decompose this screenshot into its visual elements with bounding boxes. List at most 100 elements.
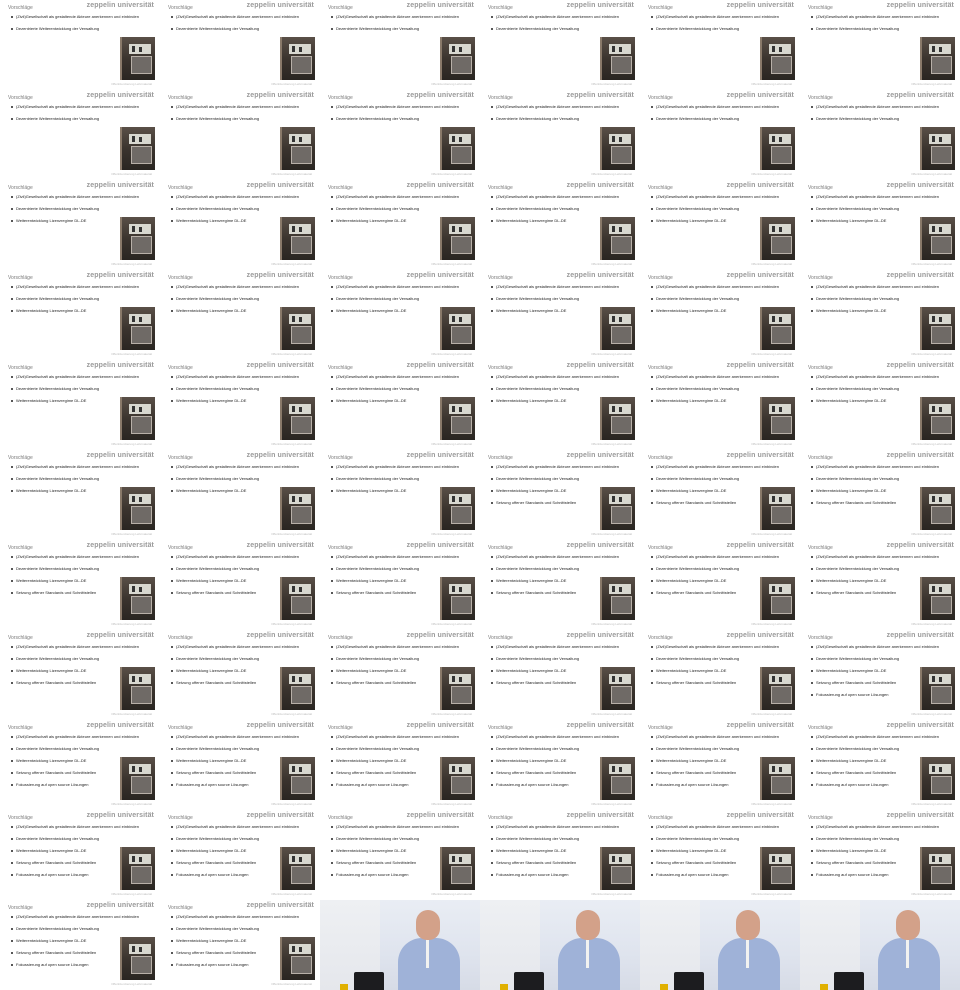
bullet-item: Weiterentwicklung Lizenzregime DL-DE [168, 308, 308, 313]
bullet-item: Dezentrierte Weiterentwicklung der Verwa… [168, 926, 308, 931]
bullet-list: (Zivil)Gesellschaft als gestaltende Akte… [168, 284, 308, 320]
slide-title: Vorschläge [488, 5, 513, 11]
slide-photo [920, 667, 955, 710]
bullet-item: Weiterentwicklung Lizenzregime DL-DE [488, 218, 628, 223]
bullet-item: Weiterentwicklung Lizenzregime DL-DE [648, 848, 788, 853]
bullet-item: Weiterentwicklung Lizenzregime DL-DE [8, 488, 148, 493]
slide-frame: Vorschläge zeppelin universität (Zivil)Ges… [800, 720, 960, 810]
slide-title: Vorschläge [488, 185, 513, 191]
bullet-list: (Zivil)Gesellschaft als gestaltende Akte… [8, 734, 148, 794]
bullet-item: (Zivil)Gesellschaft als gestaltende Akte… [168, 14, 308, 19]
photo-logo-detail [289, 44, 311, 54]
laptop [514, 972, 544, 990]
slide-frame: Vorschläge zeppelin universität (Zivil)Ges… [480, 810, 640, 900]
bullet-item: Dezentrierte Weiterentwicklung der Verwa… [328, 206, 468, 211]
slide-title: Vorschläge [8, 365, 33, 371]
slide-frame: Vorschläge zeppelin universität (Zivil)Ges… [640, 540, 800, 630]
bullet-item: Weiterentwicklung Lizenzregime DL-DE [8, 758, 148, 763]
photo-sign-detail [291, 506, 312, 524]
university-logo: zeppelin universität [246, 722, 314, 729]
university-logo: zeppelin universität [886, 2, 954, 9]
slide-frame: Vorschläge zeppelin universität (Zivil)Ges… [0, 720, 160, 810]
slide-title: Vorschläge [168, 545, 193, 551]
bullet-item: Weiterentwicklung Lizenzregime DL-DE [648, 398, 788, 403]
photo-sign-detail [131, 506, 152, 524]
slide-frame: Vorschläge zeppelin universität (Zivil)Ges… [320, 270, 480, 360]
slide-title: Vorschläge [328, 545, 353, 551]
slide-footer: Offenlizenzierung Lehrmaterial [431, 82, 472, 86]
slide-frame: Vorschläge zeppelin universität (Zivil)Ges… [640, 630, 800, 720]
photo-logo-detail [449, 494, 471, 504]
photo-sign-detail [131, 416, 152, 434]
bullet-list: (Zivil)Gesellschaft als gestaltende Akte… [8, 824, 148, 884]
bullet-item: Weiterentwicklung Lizenzregime DL-DE [168, 938, 308, 943]
bullet-item: (Zivil)Gesellschaft als gestaltende Akte… [8, 554, 148, 559]
university-logo: zeppelin universität [246, 812, 314, 819]
slide-frame: Vorschläge zeppelin universität (Zivil)Ges… [800, 270, 960, 360]
video-frame [480, 900, 640, 990]
photo-sign-detail [451, 596, 472, 614]
photo-logo-detail [609, 494, 631, 504]
slide-title: Vorschläge [8, 95, 33, 101]
bullet-list: (Zivil)Gesellschaft als gestaltende Akte… [808, 734, 948, 794]
photo-logo-detail [929, 404, 951, 414]
university-logo: zeppelin universität [886, 92, 954, 99]
photo-sign-detail [771, 326, 792, 344]
university-logo: zeppelin universität [246, 452, 314, 459]
slide-title: Vorschläge [648, 545, 673, 551]
slide-title: Vorschläge [168, 365, 193, 371]
bullet-item: Dezentrierte Weiterentwicklung der Verwa… [168, 296, 308, 301]
bullet-item: Fokussierung auf open source Lösungen [808, 782, 948, 787]
bullet-list: (Zivil)Gesellschaft als gestaltende Akte… [168, 464, 308, 500]
photo-logo-detail [449, 224, 471, 234]
slide-frame: Vorschläge zeppelin universität (Zivil)Ges… [0, 630, 160, 720]
bullet-item: (Zivil)Gesellschaft als gestaltende Akte… [488, 14, 628, 19]
slide-frame: Vorschläge zeppelin universität (Zivil)Ges… [320, 720, 480, 810]
bullet-list: (Zivil)Gesellschaft als gestaltende Akte… [8, 14, 148, 38]
photo-logo-detail [129, 224, 151, 234]
photo-sign-detail [931, 326, 952, 344]
slide-photo [920, 217, 955, 260]
bullet-list: (Zivil)Gesellschaft als gestaltende Akte… [648, 644, 788, 692]
bullet-list: (Zivil)Gesellschaft als gestaltende Akte… [328, 554, 468, 602]
bullet-item: Weiterentwicklung Lizenzregime DL-DE [808, 488, 948, 493]
bullet-item: (Zivil)Gesellschaft als gestaltende Akte… [328, 554, 468, 559]
bullet-item: Weiterentwicklung Lizenzregime DL-DE [8, 668, 148, 673]
slide-frame: Vorschläge zeppelin universität (Zivil)Ges… [800, 450, 960, 540]
slide-frame: Vorschläge zeppelin universität (Zivil)Ges… [800, 630, 960, 720]
photo-sign-detail [131, 956, 152, 974]
bullet-list: (Zivil)Gesellschaft als gestaltende Akte… [168, 734, 308, 794]
bullet-item: Dezentrierte Weiterentwicklung der Verwa… [648, 566, 788, 571]
slide-footer: Offenlizenzierung Lehrmaterial [271, 262, 312, 266]
university-logo: zeppelin universität [86, 812, 154, 819]
bullet-list: (Zivil)Gesellschaft als gestaltende Akte… [8, 284, 148, 320]
bullet-item: Setzung offener Standards und Schnittste… [328, 770, 468, 775]
university-logo: zeppelin universität [566, 2, 634, 9]
bullet-list: (Zivil)Gesellschaft als gestaltende Akte… [648, 14, 788, 38]
slide-frame: Vorschläge zeppelin universität (Zivil)Ges… [0, 180, 160, 270]
bullet-list: (Zivil)Gesellschaft als gestaltende Akte… [328, 374, 468, 410]
bullet-item: Dezentrierte Weiterentwicklung der Verwa… [8, 116, 148, 121]
bullet-item: Weiterentwicklung Lizenzregime DL-DE [328, 668, 468, 673]
bullet-item: Setzung offener Standards und Schnittste… [648, 860, 788, 865]
bullet-item: Fokussierung auf open source Lösungen [648, 872, 788, 877]
photo-sign-detail [131, 596, 152, 614]
photo-sign-detail [611, 866, 632, 884]
slide-footer: Offenlizenzierung Lehrmaterial [431, 172, 472, 176]
university-logo: zeppelin universität [726, 362, 794, 369]
slide-photo [760, 667, 795, 710]
lanyard [746, 938, 749, 968]
photo-sign-detail [931, 506, 952, 524]
university-logo: zeppelin universität [406, 632, 474, 639]
slide-title: Vorschläge [168, 635, 193, 641]
bullet-item: Dezentrierte Weiterentwicklung der Verwa… [488, 206, 628, 211]
slide-frame: Vorschläge zeppelin universität (Zivil)Ges… [160, 90, 320, 180]
lanyard [426, 938, 429, 968]
slide-photo [760, 397, 795, 440]
bullet-item: (Zivil)Gesellschaft als gestaltende Akte… [328, 734, 468, 739]
bullet-item: (Zivil)Gesellschaft als gestaltende Akte… [648, 374, 788, 379]
slide-footer: Offenlizenzierung Lehrmaterial [911, 622, 952, 626]
photo-logo-detail [289, 944, 311, 954]
photo-logo-detail [129, 404, 151, 414]
university-logo: zeppelin universität [886, 182, 954, 189]
